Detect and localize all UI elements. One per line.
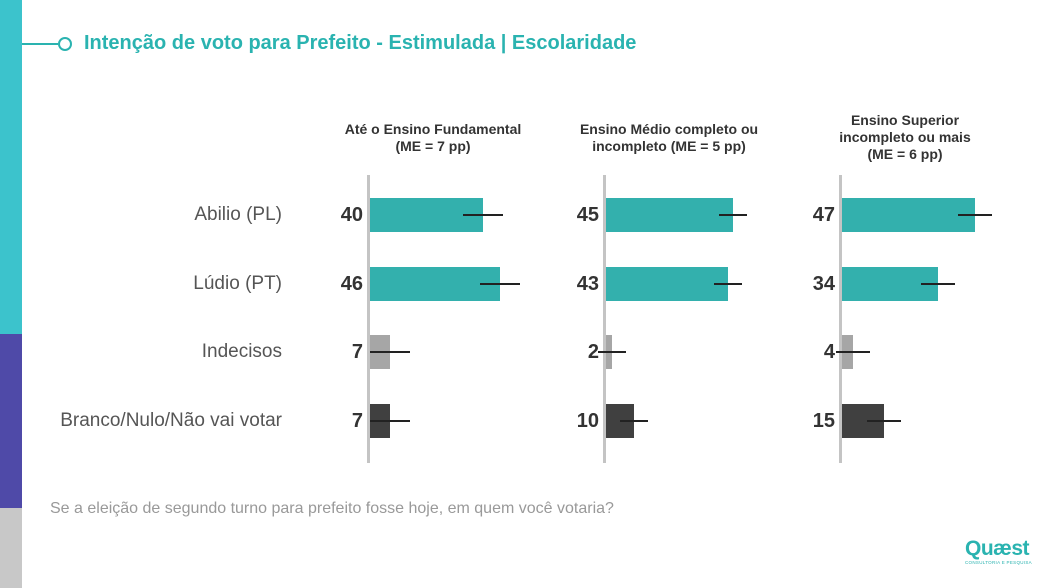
- data-label: 10: [576, 410, 599, 432]
- panel-header-line: Ensino Superior: [850, 112, 960, 128]
- error-bar: [463, 214, 503, 216]
- error-bar: [719, 214, 748, 216]
- quaest-logo: Quæst CONSULTORIA E PESQUISA: [965, 537, 1032, 566]
- error-bar: [597, 351, 626, 353]
- category-label: Branco/Nulo/Não vai votar: [60, 410, 282, 431]
- data-label: 7: [351, 341, 363, 363]
- title-bullet-icon: [58, 37, 72, 51]
- category-label: Abilio (PL): [194, 204, 282, 225]
- sidebar-accent-bottom: [0, 508, 22, 588]
- error-bar: [480, 283, 520, 285]
- panel-header: Ensino Superior incompleto ou mais (ME = 6…: [795, 112, 1015, 163]
- data-label: 4: [823, 341, 835, 363]
- panel-header-line: (ME = 6 pp): [867, 146, 943, 162]
- panel-header-line: Até o Ensino Fundamental: [344, 121, 522, 137]
- error-bar: [620, 420, 649, 422]
- bar-baseline-axis: [367, 175, 370, 463]
- panel-header-line: incompleto ou mais: [839, 129, 971, 145]
- data-label: 40: [340, 204, 363, 226]
- error-bar: [836, 351, 871, 353]
- data-label: 45: [576, 204, 599, 226]
- panel-header-line: incompleto (ME = 5 pp): [592, 138, 746, 154]
- bar-baseline-axis: [839, 175, 842, 463]
- error-bar: [713, 283, 742, 285]
- data-label: 46: [340, 273, 363, 295]
- data-label: 47: [812, 204, 835, 226]
- title-connector-line: [22, 43, 58, 45]
- bar: [606, 198, 734, 232]
- logo-wordmark: Quæst: [965, 537, 1030, 560]
- page-title: Intenção de voto para Prefeito - Estimul…: [84, 32, 637, 54]
- data-label: 7: [351, 410, 363, 432]
- logo-tagline: CONSULTORIA E PESQUISA: [965, 560, 1032, 565]
- panel-header-line: Ensino Médio completo ou: [579, 121, 759, 137]
- panel-header-line: (ME = 7 pp): [395, 138, 471, 154]
- panel-header: Ensino Médio completo ou incompleto (ME =…: [559, 121, 779, 155]
- error-bar: [370, 420, 410, 422]
- panel-header: Até o Ensino Fundamental (ME = 7 pp): [323, 121, 543, 155]
- error-bar: [867, 420, 902, 422]
- category-label: Lúdio (PT): [193, 273, 282, 294]
- data-label: 34: [812, 273, 835, 295]
- data-label: 15: [812, 410, 835, 432]
- data-label: 2: [587, 341, 599, 363]
- error-bar: [958, 214, 992, 216]
- error-bar: [921, 283, 956, 285]
- bar: [370, 267, 501, 301]
- error-bar: [370, 351, 410, 353]
- category-label: Indecisos: [201, 341, 282, 362]
- bar-baseline-axis: [603, 175, 606, 463]
- sidebar-accent-middle: [0, 334, 22, 508]
- bar: [842, 198, 975, 232]
- data-label: 43: [576, 273, 599, 295]
- bar: [606, 267, 728, 301]
- survey-question: Se a eleição de segundo turno para prefe…: [50, 500, 614, 517]
- sidebar-accent-top: [0, 0, 22, 334]
